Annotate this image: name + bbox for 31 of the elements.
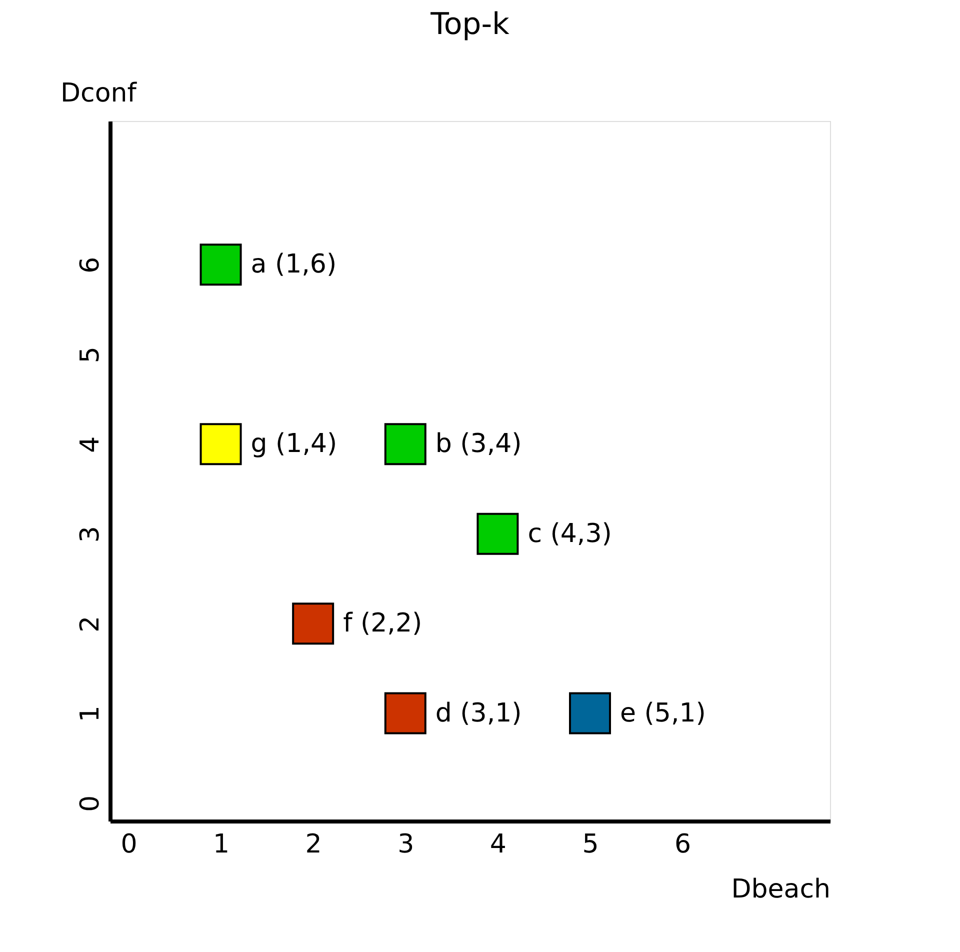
y-tick-label: 6 <box>76 256 106 274</box>
y-tick-label: 4 <box>76 436 106 453</box>
point <box>200 244 242 286</box>
x-axis-title: Dbeach <box>731 874 830 904</box>
point <box>476 512 519 555</box>
annotation: e (5,1) <box>620 698 706 728</box>
point <box>384 692 426 734</box>
chart-title: Top-k <box>430 7 510 42</box>
x-tick-label: 6 <box>674 830 692 860</box>
x-tick-label: 3 <box>398 830 414 860</box>
point <box>200 423 242 466</box>
y-tick-label: 2 <box>76 616 106 632</box>
y-tick-label: 0 <box>76 795 106 812</box>
x-tick-label: 1 <box>212 830 230 860</box>
annotation: g (1,4) <box>250 429 338 460</box>
annotation: b (3,4) <box>435 429 522 460</box>
y-tick-label: 1 <box>76 706 106 722</box>
point <box>569 692 611 734</box>
annotation: d (3,1) <box>435 698 522 728</box>
y-tick-label: 3 <box>76 526 106 543</box>
annotation: c (4,3) <box>528 518 612 549</box>
point <box>292 602 334 645</box>
x-tick-label: 4 <box>490 830 506 860</box>
x-tick-label: 2 <box>305 830 322 860</box>
annotation: a (1,6) <box>250 250 337 280</box>
x-tick-label: 0 <box>120 830 138 860</box>
y-tick-label: 5 <box>76 346 106 364</box>
y-axis-title: Dconf <box>60 78 138 108</box>
point <box>384 423 426 466</box>
annotation: f (2,2) <box>343 608 422 639</box>
x-tick-label: 5 <box>582 830 599 860</box>
